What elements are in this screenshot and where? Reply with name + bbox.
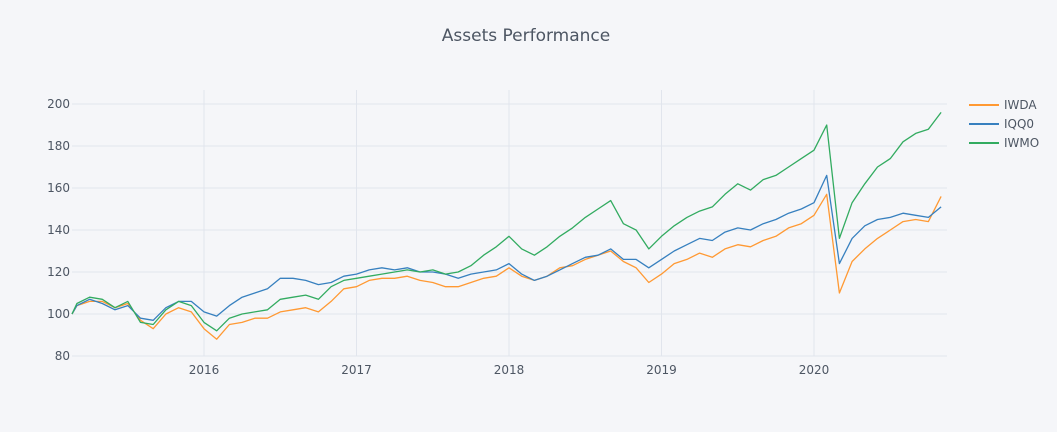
y-tick-label: 80 bbox=[55, 349, 70, 363]
y-tick-label: 200 bbox=[47, 97, 70, 111]
gridlines bbox=[72, 90, 947, 357]
legend-label: IWDA bbox=[1004, 98, 1037, 112]
series-line-iqq0 bbox=[71, 174, 942, 321]
legend-item-iqq0[interactable]: IQQ0 bbox=[969, 117, 1034, 131]
x-tick-label: 2016 bbox=[189, 363, 220, 377]
x-tick-label: 2019 bbox=[646, 363, 677, 377]
x-tick-label: 2018 bbox=[494, 363, 525, 377]
legend-label: IWMO bbox=[1004, 136, 1039, 150]
legend-label: IQQ0 bbox=[1004, 117, 1034, 131]
y-tick-label: 140 bbox=[47, 223, 70, 237]
x-tick-label: 2020 bbox=[799, 363, 830, 377]
y-tick-label: 160 bbox=[47, 181, 70, 195]
legend-item-iwda[interactable]: IWDA bbox=[969, 98, 1037, 112]
legend[interactable]: IWDA IQQ0 IWMO bbox=[969, 98, 1039, 150]
series-lines bbox=[71, 112, 942, 340]
y-tick-label: 100 bbox=[47, 307, 70, 321]
y-tick-label: 120 bbox=[47, 265, 70, 279]
chart-title: Assets Performance bbox=[442, 26, 610, 46]
x-tick-label: 2017 bbox=[341, 363, 372, 377]
y-tick-label: 180 bbox=[47, 139, 70, 153]
series-line-iwmo bbox=[71, 112, 942, 332]
x-axis: 2016 2017 2018 2019 2020 bbox=[189, 363, 830, 377]
legend-item-iwmo[interactable]: IWMO bbox=[969, 136, 1039, 150]
series-line-iwda bbox=[71, 193, 942, 340]
y-axis: 80 100 120 140 160 180 200 bbox=[47, 97, 70, 363]
